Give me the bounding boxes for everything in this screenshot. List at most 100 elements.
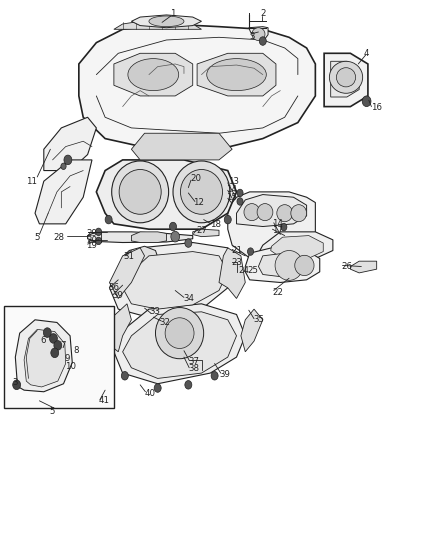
Polygon shape <box>110 243 237 320</box>
Circle shape <box>185 381 192 389</box>
Bar <box>4 306 114 408</box>
Circle shape <box>237 198 243 205</box>
Text: 41: 41 <box>99 397 110 405</box>
Circle shape <box>170 222 177 231</box>
Ellipse shape <box>180 169 223 214</box>
Polygon shape <box>324 53 368 107</box>
Polygon shape <box>219 248 245 298</box>
Circle shape <box>362 96 371 107</box>
Polygon shape <box>131 232 166 243</box>
Polygon shape <box>114 304 245 384</box>
Text: 21: 21 <box>231 246 242 255</box>
Polygon shape <box>88 232 193 243</box>
Ellipse shape <box>128 59 179 91</box>
Text: 23: 23 <box>231 259 242 267</box>
Text: 4: 4 <box>364 49 369 58</box>
Circle shape <box>121 372 128 380</box>
Ellipse shape <box>112 161 169 223</box>
Polygon shape <box>79 24 315 149</box>
Text: 8: 8 <box>74 346 79 355</box>
Circle shape <box>154 384 161 392</box>
Ellipse shape <box>257 204 273 221</box>
Text: 14: 14 <box>226 185 237 193</box>
Polygon shape <box>228 192 315 261</box>
Text: 22: 22 <box>272 288 283 296</box>
Text: 35: 35 <box>253 316 264 324</box>
Text: 6: 6 <box>40 336 46 344</box>
Polygon shape <box>271 236 323 259</box>
Ellipse shape <box>291 205 307 222</box>
Text: 16: 16 <box>371 103 382 112</box>
Circle shape <box>61 163 66 169</box>
Text: 11: 11 <box>26 177 37 185</box>
Text: 25: 25 <box>247 266 258 275</box>
Polygon shape <box>96 160 237 229</box>
Ellipse shape <box>165 318 194 349</box>
Polygon shape <box>114 21 201 29</box>
Circle shape <box>259 37 266 45</box>
Text: 18: 18 <box>210 221 221 229</box>
Polygon shape <box>241 309 263 352</box>
Text: 38: 38 <box>188 365 199 373</box>
Polygon shape <box>350 261 377 273</box>
Ellipse shape <box>295 255 314 276</box>
Polygon shape <box>131 133 232 160</box>
Polygon shape <box>131 15 201 28</box>
Text: 39: 39 <box>112 292 123 300</box>
Text: 36: 36 <box>109 284 120 292</box>
Circle shape <box>211 372 218 380</box>
Circle shape <box>105 215 112 224</box>
Text: 3: 3 <box>250 32 255 41</box>
Ellipse shape <box>277 205 293 222</box>
Polygon shape <box>44 117 96 171</box>
Polygon shape <box>35 160 92 224</box>
Ellipse shape <box>252 28 265 41</box>
Text: 12: 12 <box>193 198 204 207</box>
Text: 14: 14 <box>272 220 283 228</box>
Circle shape <box>51 348 59 358</box>
Polygon shape <box>123 246 158 264</box>
Text: 13: 13 <box>228 177 239 185</box>
Polygon shape <box>258 253 307 277</box>
Polygon shape <box>105 304 131 352</box>
Text: 40: 40 <box>145 389 155 398</box>
Text: 31: 31 <box>124 253 134 261</box>
Polygon shape <box>110 248 145 298</box>
Polygon shape <box>249 27 268 40</box>
Text: 15: 15 <box>226 193 237 201</box>
Text: 5: 5 <box>35 233 40 241</box>
Polygon shape <box>197 53 276 96</box>
Circle shape <box>13 380 21 390</box>
Ellipse shape <box>329 61 363 93</box>
Text: 27: 27 <box>196 226 207 235</box>
Text: 2: 2 <box>260 9 265 18</box>
Circle shape <box>95 237 102 245</box>
Circle shape <box>247 248 254 255</box>
Text: 33: 33 <box>150 308 161 316</box>
Ellipse shape <box>275 251 303 280</box>
Polygon shape <box>237 195 307 227</box>
Polygon shape <box>24 329 66 387</box>
Circle shape <box>54 341 62 350</box>
Text: 9: 9 <box>65 354 70 362</box>
Ellipse shape <box>149 16 184 27</box>
Text: 20: 20 <box>191 174 201 183</box>
Text: 5: 5 <box>50 407 55 416</box>
Text: 1: 1 <box>170 9 176 18</box>
Polygon shape <box>123 252 228 309</box>
Text: 39: 39 <box>220 370 231 378</box>
Polygon shape <box>245 248 320 282</box>
Circle shape <box>95 228 102 236</box>
Polygon shape <box>193 229 219 237</box>
Polygon shape <box>114 53 193 96</box>
Text: 7: 7 <box>60 341 66 350</box>
Ellipse shape <box>173 161 230 223</box>
Text: 29: 29 <box>87 229 98 238</box>
Ellipse shape <box>119 169 161 214</box>
Polygon shape <box>15 320 72 392</box>
Text: 37: 37 <box>188 357 199 366</box>
Text: 3: 3 <box>12 378 18 387</box>
Circle shape <box>224 215 231 224</box>
Text: 24: 24 <box>239 266 250 275</box>
Circle shape <box>185 239 192 247</box>
